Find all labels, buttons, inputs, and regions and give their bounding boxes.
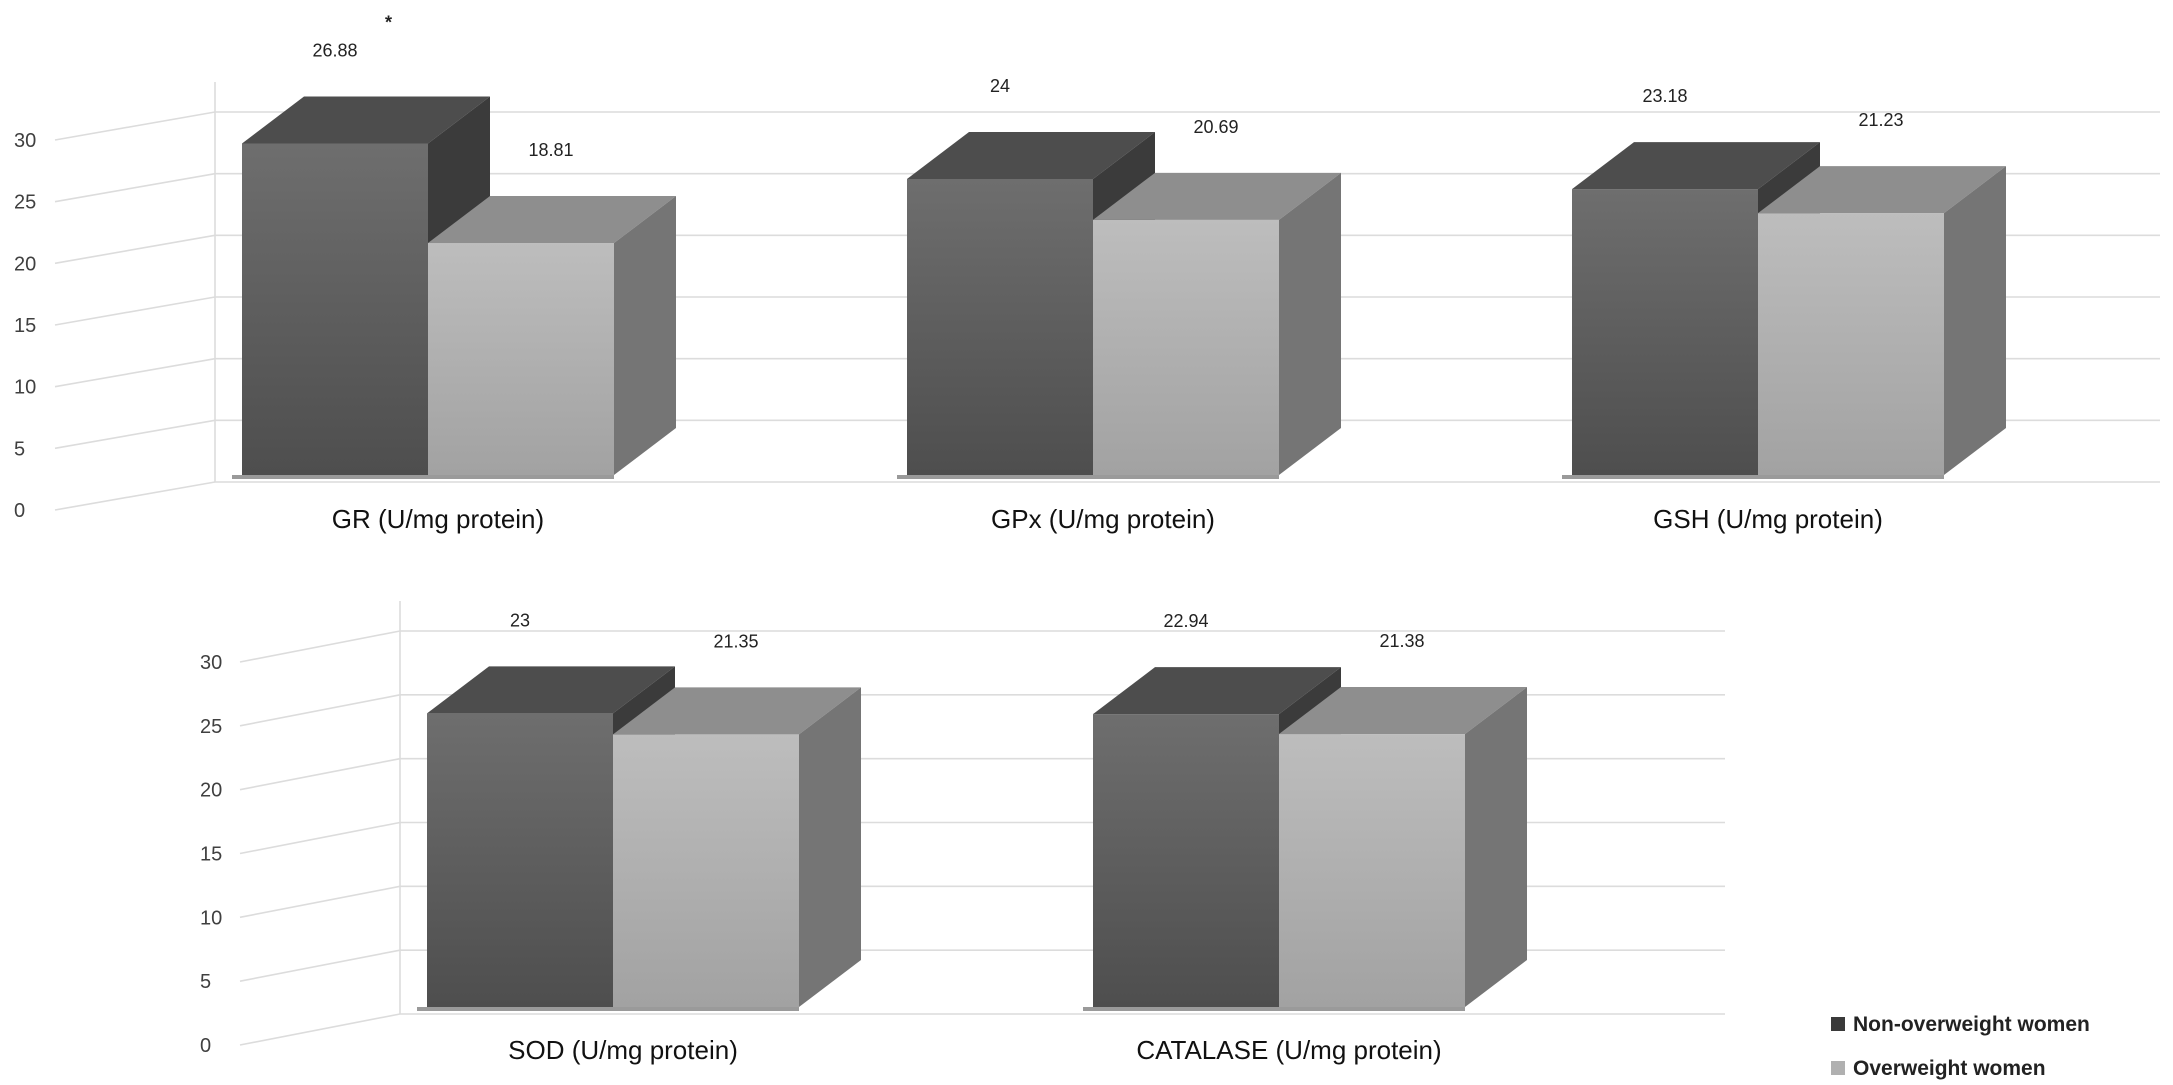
- data-label-gsh-u-mg-protein-overweight-women: 21.23: [1858, 110, 1903, 130]
- gridline-diagonal: [54, 296, 216, 326]
- bar-catalase-u-mg-protein-overweight-women-side: [1465, 687, 1527, 1007]
- y-tick-label: 20: [200, 780, 222, 802]
- data-label-gsh-u-mg-protein-non-overweight-women: 23.18: [1642, 86, 1687, 106]
- bar-gpx-u-mg-protein-non-overweight-women-top: [907, 132, 1155, 179]
- legend: Non-overweight women Overweight women: [1831, 1013, 2090, 1080]
- category-label-gpx-u-mg-protein: GPx (U/mg protein): [991, 504, 1215, 534]
- bar-sod-u-mg-protein-overweight-women-top: [613, 687, 861, 735]
- bar-catalase-u-mg-protein-overweight-women-top: [1279, 687, 1527, 735]
- category-label-gr-u-mg-protein: GR (U/mg protein): [332, 504, 544, 534]
- gridline-diagonal: [54, 419, 216, 450]
- y-tick-label: 30: [14, 130, 36, 152]
- data-label-gr-u-mg-protein-non-overweight-women: 26.88: [312, 40, 357, 60]
- data-label-gpx-u-mg-protein-overweight-women: 20.69: [1193, 117, 1238, 137]
- bar-catalase-u-mg-protein-overweight-women: [1279, 687, 1527, 1007]
- bar-gpx-u-mg-protein-overweight-women: [1093, 172, 1341, 475]
- category-label-sod-u-mg-protein: SOD (U/mg protein): [508, 1035, 738, 1065]
- bar-sod-u-mg-protein-overweight-women: [613, 687, 861, 1007]
- y-tick-label: 10: [14, 377, 36, 399]
- gridline-diagonal: [239, 885, 401, 919]
- category-label-catalase-u-mg-protein: CATALASE (U/mg protein): [1136, 1035, 1441, 1065]
- bar-gsh-u-mg-protein-non-overweight-women-front: [1572, 189, 1758, 475]
- legend-label-overweight: Overweight women: [1853, 1057, 2046, 1080]
- data-label-sod-u-mg-protein-overweight-women: 21.35: [713, 631, 758, 651]
- bar-gsh-u-mg-protein-overweight-women-front: [1758, 213, 1944, 475]
- gridline-diagonal: [239, 757, 401, 791]
- bar-gr-u-mg-protein-overweight-women-front: [428, 243, 614, 475]
- bar-gr-u-mg-protein-overweight-women-top: [428, 196, 676, 244]
- legend-swatch-non-overweight: [1831, 1017, 1845, 1031]
- data-label-catalase-u-mg-protein-overweight-women: 21.38: [1379, 631, 1424, 651]
- bar-gr-u-mg-protein-non-overweight-women-front: [242, 143, 428, 476]
- category-label-gsh-u-mg-protein: GSH (U/mg protein): [1653, 504, 1883, 534]
- bar-sod-u-mg-protein-non-overweight-women-front: [427, 713, 613, 1007]
- y-tick-label: 25: [14, 192, 36, 214]
- y-tick-label: 25: [200, 716, 222, 738]
- data-label-sod-u-mg-protein-non-overweight-women: 23: [510, 610, 530, 630]
- bar-gr-u-mg-protein-overweight-women: [428, 196, 676, 475]
- gridline-diagonal: [54, 234, 216, 265]
- y-tick-label: 5: [200, 971, 211, 993]
- significance-asterisk: *: [385, 12, 392, 32]
- y-tick-label: 10: [200, 907, 222, 929]
- bar-gsh-u-mg-protein-non-overweight-women-top: [1572, 142, 1820, 190]
- bar-sod-u-mg-protein-overweight-women-front: [613, 734, 799, 1007]
- bar-gsh-u-mg-protein-overweight-women-side: [1944, 166, 2006, 475]
- data-label-gr-u-mg-protein-overweight-women: 18.81: [528, 140, 573, 160]
- gridline-diagonal: [239, 821, 401, 855]
- y-tick-label: 20: [14, 253, 36, 275]
- chart-panel-1: 0 5 10 15 20 25 30 26.88 18.81 GR (U/mg protein) 2…: [14, 12, 2160, 534]
- bar-catalase-u-mg-protein-non-overweight-women-top: [1093, 667, 1341, 715]
- legend-swatch-overweight: [1831, 1061, 1845, 1075]
- bar-sod-u-mg-protein-non-overweight-women-top: [427, 666, 675, 714]
- y-tick-label: 15: [14, 315, 36, 337]
- gridline-diagonal: [54, 111, 216, 141]
- bar-gsh-u-mg-protein-overweight-women-top: [1758, 166, 2006, 214]
- data-label-gpx-u-mg-protein-non-overweight-women: 24: [990, 76, 1010, 96]
- gridline-diagonal: [239, 630, 401, 663]
- legend-label-non-overweight: Non-overweight women: [1853, 1013, 2090, 1036]
- gridline-diagonal: [54, 357, 216, 388]
- bar-catalase-u-mg-protein-non-overweight-women-front: [1093, 714, 1279, 1007]
- bar-sod-u-mg-protein-overweight-women-side: [799, 687, 861, 1007]
- bar-gpx-u-mg-protein-overweight-women-front: [1093, 219, 1279, 475]
- y-tick-label: 0: [200, 1035, 211, 1057]
- gridline-diagonal: [239, 949, 401, 982]
- bar-gpx-u-mg-protein-overweight-women-top: [1093, 172, 1341, 220]
- bar-gpx-u-mg-protein-overweight-women-side: [1279, 172, 1341, 475]
- bar-catalase-u-mg-protein-overweight-women-front: [1279, 734, 1465, 1007]
- gridline-diagonal: [239, 694, 401, 727]
- data-label-catalase-u-mg-protein-non-overweight-women: 22.94: [1163, 611, 1208, 631]
- y-tick-label: 15: [200, 844, 222, 866]
- y-tick-label: 0: [14, 500, 25, 522]
- gridline-diagonal: [54, 481, 216, 511]
- y-tick-label: 5: [14, 438, 25, 460]
- gridline-diagonal: [54, 172, 216, 203]
- chart-panel-2: 0 5 10 15 20 25 30 23 21.35 SOD (U/mg protein) 22.…: [200, 601, 1725, 1065]
- bar-gr-u-mg-protein-non-overweight-women-top: [242, 96, 490, 144]
- gridline-diagonal: [239, 1013, 401, 1046]
- bar-gr-u-mg-protein-overweight-women-side: [614, 196, 676, 475]
- bar-gpx-u-mg-protein-non-overweight-women-front: [907, 179, 1093, 475]
- bar-gsh-u-mg-protein-overweight-women: [1758, 166, 2006, 475]
- y-tick-label: 30: [200, 652, 222, 674]
